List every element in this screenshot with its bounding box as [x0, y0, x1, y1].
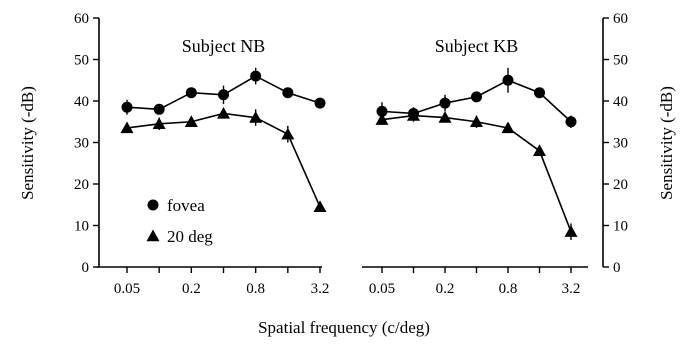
x-tick-label: 3.2	[562, 281, 581, 297]
panel-title: Subject NB	[182, 36, 266, 56]
data-point-circle	[471, 91, 482, 103]
data-point-triangle	[281, 127, 295, 140]
right-y-ticks: 0 10 20 30 40 50 60	[603, 11, 628, 276]
data-point-circle	[218, 89, 229, 101]
left-y-tick-label: 30	[74, 136, 89, 152]
y-axis-title-right: Sensitivity (-dB)	[657, 86, 676, 200]
data-point-triangle	[249, 111, 263, 123]
x-tick-label: 0.05	[369, 281, 395, 297]
data-point-circle	[534, 87, 545, 99]
x-ticks: 0.05 0.2 0.8 3.2	[369, 267, 581, 297]
left-y-tick-label: 40	[74, 94, 89, 110]
legend: fovea 20 deg	[146, 196, 213, 246]
legend-label-20-deg: 20 deg	[167, 227, 213, 246]
panel-title: Subject KB	[435, 36, 519, 56]
right-y-tick-label: 40	[613, 94, 628, 110]
right-y-axis-group: 0 10 20 30 40 50 60	[602, 11, 628, 276]
x-tick-label: 0.8	[499, 281, 518, 297]
x-tick-label: 0.2	[182, 281, 201, 297]
data-point-triangle	[438, 111, 452, 123]
left-y-ticks: 0 10 20 30 40 50 60	[74, 11, 99, 276]
x-tick-label: 3.2	[311, 281, 330, 297]
data-point-circle	[376, 105, 388, 117]
legend-marker-20-deg	[146, 229, 160, 242]
left-y-tick-label: 50	[74, 53, 89, 69]
panel-subject-kb: 0.05 0.2 0.8 3.2 Subject KB	[362, 36, 588, 297]
data-point-triangle	[184, 115, 198, 127]
left-y-tick-label: 0	[82, 260, 90, 276]
left-y-axis-group: 0 10 20 30 40 50 60	[74, 11, 100, 276]
x-tick-label: 0.2	[436, 281, 455, 297]
legend-label-fovea: fovea	[167, 196, 205, 215]
data-point-circle	[502, 74, 514, 86]
data-point-triangle	[375, 113, 389, 125]
x-ticks: 0.05 0.2 0.8 3.2	[114, 267, 330, 297]
panel-subject-nb: 0.05 0.2 0.8 3.2 Subject NB	[97, 36, 329, 297]
series-line-20-deg	[381, 114, 572, 233]
left-y-tick-label: 10	[74, 219, 89, 235]
y-axis-title-left: Sensitivity (-dB)	[18, 86, 37, 200]
data-point-triangle	[564, 225, 578, 237]
data-point-circle	[250, 70, 262, 82]
data-point-triangle	[217, 106, 230, 119]
data-point-triangle	[120, 121, 134, 134]
data-point-circle	[282, 87, 294, 99]
left-y-tick-label: 60	[74, 11, 89, 27]
data-point-circle	[121, 101, 133, 113]
series-layer	[375, 67, 578, 241]
right-y-tick-label: 0	[613, 260, 621, 276]
x-axis-title: Spatial frequency (c/deg)	[258, 318, 430, 337]
data-point-circle	[565, 116, 577, 128]
right-y-tick-label: 50	[613, 53, 628, 69]
data-point-circle	[314, 97, 326, 109]
left-y-tick-label: 20	[74, 177, 89, 193]
data-point-triangle	[407, 109, 420, 121]
data-point-circle	[439, 97, 451, 109]
right-y-tick-label: 60	[613, 11, 628, 27]
x-tick-label: 0.8	[246, 281, 265, 297]
right-y-tick-label: 20	[613, 177, 628, 193]
x-tick-label: 0.05	[114, 281, 140, 297]
data-point-triangle	[470, 115, 483, 127]
series-layer	[120, 67, 327, 213]
data-point-triangle	[533, 144, 546, 156]
legend-marker-fovea	[147, 199, 159, 211]
data-point-circle	[153, 103, 165, 115]
data-point-triangle	[501, 121, 515, 134]
data-point-triangle	[313, 200, 327, 213]
right-y-tick-label: 10	[613, 219, 628, 235]
right-y-tick-label: 30	[613, 136, 628, 152]
data-point-triangle	[152, 117, 166, 130]
data-point-circle	[185, 87, 197, 99]
